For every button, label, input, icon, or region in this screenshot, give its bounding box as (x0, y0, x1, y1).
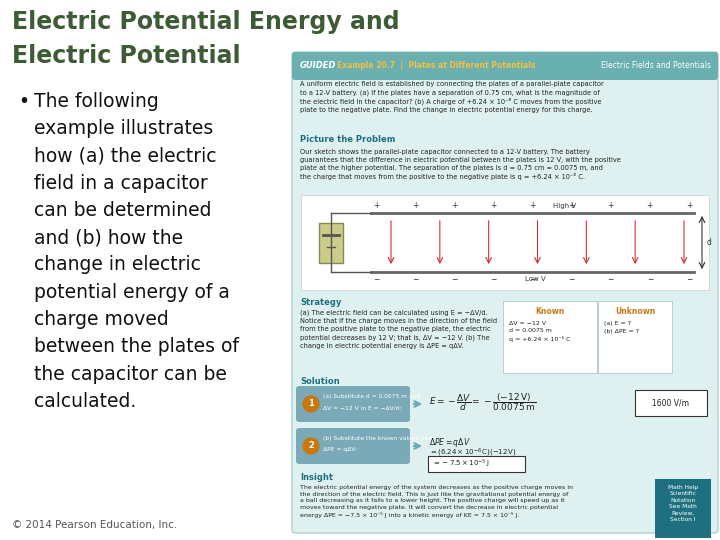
Circle shape (303, 438, 319, 454)
Text: $\Delta PE = q\Delta V$: $\Delta PE = q\Delta V$ (429, 436, 471, 449)
Text: Math Help
Scientific
Notation
See Math
Review,
Section I: Math Help Scientific Notation See Math R… (668, 485, 698, 522)
Text: Electric Potential Energy and: Electric Potential Energy and (12, 10, 400, 34)
Text: Strategy: Strategy (300, 298, 341, 307)
Text: (b) Substitute the known values into: (b) Substitute the known values into (323, 436, 432, 441)
Text: −: − (451, 275, 457, 284)
FancyBboxPatch shape (503, 301, 597, 373)
Text: Electric Potential: Electric Potential (12, 44, 240, 68)
Text: © 2014 Pearson Education, Inc.: © 2014 Pearson Education, Inc. (12, 520, 177, 530)
Text: Electric Fields and Potentials: Electric Fields and Potentials (601, 62, 711, 71)
Text: −: − (490, 275, 497, 284)
Text: +: + (529, 201, 536, 210)
Text: −: − (373, 275, 379, 284)
FancyBboxPatch shape (598, 301, 672, 373)
Text: +: + (568, 201, 575, 210)
Text: ΔPE = qΔV:: ΔPE = qΔV: (323, 447, 357, 452)
Text: +: + (373, 201, 379, 210)
Circle shape (303, 396, 319, 412)
FancyBboxPatch shape (301, 195, 709, 290)
Text: The following
example illustrates
how (a) the electric
field in a capacitor
can : The following example illustrates how (a… (34, 92, 239, 411)
Text: +: + (686, 201, 692, 210)
Text: ΔV = −12 V
d = 0.0075 m
q = +6.24 × 10⁻⁶ C: ΔV = −12 V d = 0.0075 m q = +6.24 × 10⁻⁶… (509, 321, 570, 342)
FancyBboxPatch shape (292, 52, 718, 80)
Text: $= (6.24 \times 10^{-6}\,\mathrm{C})(-12\,\mathrm{V})$: $= (6.24 \times 10^{-6}\,\mathrm{C})(-12… (429, 447, 517, 460)
FancyBboxPatch shape (296, 386, 410, 422)
Text: (a) The electric field can be calculated using E = −ΔV/d.
Notice that if the cha: (a) The electric field can be calculated… (300, 310, 497, 349)
Text: $= -7.5 \times 10^{-5}\,\mathrm{J}$: $= -7.5 \times 10^{-5}\,\mathrm{J}$ (432, 458, 490, 470)
Text: +: + (490, 201, 497, 210)
Text: The electric potential energy of the system decreases as the positive charge mov: The electric potential energy of the sys… (300, 485, 573, 518)
Text: +: + (608, 201, 614, 210)
FancyBboxPatch shape (655, 479, 711, 538)
Text: 1600 V/m: 1600 V/m (652, 399, 690, 408)
Text: −: − (412, 275, 418, 284)
Text: −: − (608, 275, 614, 284)
Text: Example 20.7  |  Plates at Different Potentials: Example 20.7 | Plates at Different Poten… (337, 62, 536, 71)
Text: (a) Substitute d = 0.0075 m and: (a) Substitute d = 0.0075 m and (323, 394, 420, 399)
Text: Low V: Low V (525, 276, 545, 282)
FancyBboxPatch shape (295, 66, 715, 77)
FancyBboxPatch shape (296, 428, 410, 464)
Text: Known: Known (536, 307, 564, 316)
Text: A uniform electric field is established by connecting the plates of a parallel-p: A uniform electric field is established … (300, 81, 604, 113)
Text: 1: 1 (308, 400, 314, 408)
Text: +: + (412, 201, 418, 210)
Text: ΔV = −12 V in E = −ΔV/d:: ΔV = −12 V in E = −ΔV/d: (323, 405, 402, 410)
Text: GUIDED: GUIDED (300, 62, 336, 71)
FancyBboxPatch shape (292, 52, 718, 533)
Text: d: d (707, 238, 712, 247)
Text: Unknown: Unknown (615, 307, 655, 316)
Text: +: + (451, 201, 457, 210)
Text: (a) E = ?
(b) ΔPE = ?: (a) E = ? (b) ΔPE = ? (604, 321, 639, 334)
Text: Solution: Solution (300, 377, 340, 386)
Text: Picture the Problem: Picture the Problem (300, 135, 395, 144)
Text: +: + (647, 201, 653, 210)
Text: Our sketch shows the parallel-plate capacitor connected to a 12-V battery. The b: Our sketch shows the parallel-plate capa… (300, 149, 621, 180)
Text: •: • (18, 92, 29, 111)
Text: High V: High V (554, 203, 577, 209)
Text: −: − (529, 275, 536, 284)
FancyBboxPatch shape (428, 456, 525, 472)
FancyBboxPatch shape (319, 222, 343, 262)
Text: −: − (647, 275, 653, 284)
FancyBboxPatch shape (635, 390, 707, 416)
Text: Insight: Insight (300, 473, 333, 482)
Text: 2: 2 (308, 442, 314, 450)
Text: −: − (686, 275, 692, 284)
Text: −: − (568, 275, 575, 284)
Text: $E = -\dfrac{\Delta V}{d} = -\dfrac{(-12\,\mathrm{V})}{0.0075\,\mathrm{m}}$: $E = -\dfrac{\Delta V}{d} = -\dfrac{(-12… (429, 391, 536, 413)
